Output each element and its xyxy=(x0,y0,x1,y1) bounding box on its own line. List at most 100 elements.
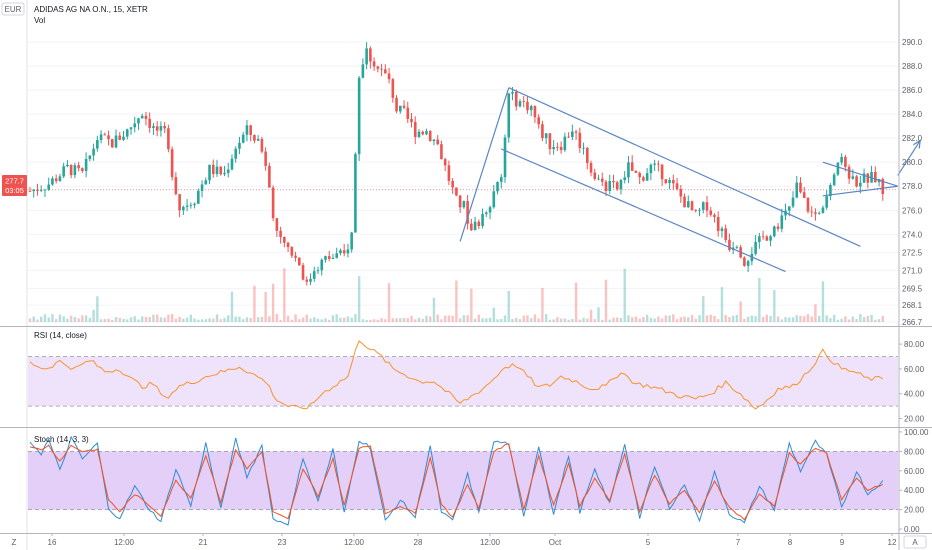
candle[interactable] xyxy=(249,125,252,135)
volume-label[interactable]: Vol xyxy=(34,16,45,25)
candle[interactable] xyxy=(619,179,623,190)
candle[interactable] xyxy=(260,139,264,152)
trend-line[interactable] xyxy=(508,87,861,247)
candle[interactable] xyxy=(855,176,858,187)
candle[interactable] xyxy=(339,250,342,254)
oscillator-line-0[interactable] xyxy=(29,340,884,410)
candle[interactable] xyxy=(174,177,178,195)
candle[interactable] xyxy=(361,64,365,78)
candle[interactable] xyxy=(421,131,425,135)
candle[interactable] xyxy=(806,197,810,212)
candle[interactable] xyxy=(761,236,765,238)
candle[interactable] xyxy=(795,182,799,198)
candle[interactable] xyxy=(600,178,604,182)
candle[interactable] xyxy=(559,146,563,151)
candle[interactable] xyxy=(735,247,739,248)
candle[interactable] xyxy=(234,148,238,159)
candle[interactable] xyxy=(193,203,196,205)
candle[interactable] xyxy=(552,146,555,150)
price-candles[interactable] xyxy=(28,42,885,286)
candle[interactable] xyxy=(462,201,466,208)
candle[interactable] xyxy=(200,184,204,191)
candle[interactable] xyxy=(634,170,638,173)
candle[interactable] xyxy=(241,134,245,143)
candle[interactable] xyxy=(499,177,503,182)
candle[interactable] xyxy=(597,178,600,180)
candle[interactable] xyxy=(230,158,234,170)
candle[interactable] xyxy=(728,239,731,250)
candle[interactable] xyxy=(369,48,372,62)
candle[interactable] xyxy=(724,228,727,240)
candle[interactable] xyxy=(428,131,432,142)
trend-drawings[interactable] xyxy=(459,87,921,273)
candle[interactable] xyxy=(309,278,312,282)
candle[interactable] xyxy=(283,236,286,243)
stoch-lines[interactable] xyxy=(29,435,884,526)
candle[interactable] xyxy=(36,189,39,191)
candle[interactable] xyxy=(720,228,724,232)
candle[interactable] xyxy=(425,131,428,135)
candle[interactable] xyxy=(320,259,324,271)
candle[interactable] xyxy=(470,223,473,231)
candle[interactable] xyxy=(548,133,552,150)
candle[interactable] xyxy=(155,126,159,131)
arrow-drawing[interactable] xyxy=(897,140,921,176)
candle[interactable] xyxy=(514,91,518,107)
candle[interactable] xyxy=(799,182,802,193)
candle[interactable] xyxy=(713,214,716,217)
candle[interactable] xyxy=(305,279,309,282)
price-axis[interactable]: 290.0 288.0 286.0 284.0 282.0 280.0 278.0 276.0… xyxy=(902,38,923,327)
candle[interactable] xyxy=(574,131,578,133)
candle[interactable] xyxy=(608,181,612,192)
candle[interactable] xyxy=(223,173,226,175)
candle[interactable] xyxy=(167,128,170,150)
candle[interactable] xyxy=(32,189,36,192)
candle[interactable] xyxy=(694,210,698,211)
candle[interactable] xyxy=(653,163,656,165)
symbol-title[interactable]: ADIDAS AG NA O.N., 15, XETR xyxy=(34,5,148,14)
candle[interactable] xyxy=(541,124,544,139)
candle[interactable] xyxy=(698,209,701,211)
candle[interactable] xyxy=(140,115,144,119)
candle[interactable] xyxy=(69,164,73,176)
stoch-title[interactable]: Stoch (14, 3, 3) xyxy=(34,435,89,444)
candle[interactable] xyxy=(73,165,77,176)
candle[interactable] xyxy=(327,256,331,259)
candle[interactable] xyxy=(492,191,496,208)
candle[interactable] xyxy=(533,106,537,118)
candle[interactable] xyxy=(473,221,477,231)
candle[interactable] xyxy=(163,126,166,129)
candle[interactable] xyxy=(62,166,65,177)
candle[interactable] xyxy=(211,164,215,175)
candle[interactable] xyxy=(204,180,208,185)
candle[interactable] xyxy=(436,139,439,145)
candle[interactable] xyxy=(398,105,402,112)
candle[interactable] xyxy=(253,134,256,141)
candle[interactable] xyxy=(137,118,140,124)
candle[interactable] xyxy=(503,137,507,178)
oscillator-line-1[interactable] xyxy=(29,443,884,521)
candle[interactable] xyxy=(103,134,107,136)
candle[interactable] xyxy=(810,211,814,213)
candle[interactable] xyxy=(245,125,249,135)
candle[interactable] xyxy=(657,163,660,165)
currency-badge[interactable] xyxy=(1,2,25,16)
candle[interactable] xyxy=(144,115,148,119)
candle[interactable] xyxy=(286,242,290,248)
candle[interactable] xyxy=(197,190,200,204)
candle[interactable] xyxy=(110,139,114,148)
trend-line[interactable] xyxy=(459,87,510,242)
rsi-title[interactable]: RSI (14, close) xyxy=(34,331,87,340)
candle[interactable] xyxy=(451,180,454,188)
candle[interactable] xyxy=(627,162,630,178)
candle[interactable] xyxy=(743,257,746,266)
candle[interactable] xyxy=(522,101,526,102)
candle[interactable] xyxy=(769,236,772,241)
candle[interactable] xyxy=(443,159,447,166)
candle[interactable] xyxy=(43,189,47,191)
candle[interactable] xyxy=(817,213,821,214)
candle[interactable] xyxy=(342,250,346,254)
candle[interactable] xyxy=(170,149,174,178)
candle[interactable] xyxy=(297,257,301,266)
